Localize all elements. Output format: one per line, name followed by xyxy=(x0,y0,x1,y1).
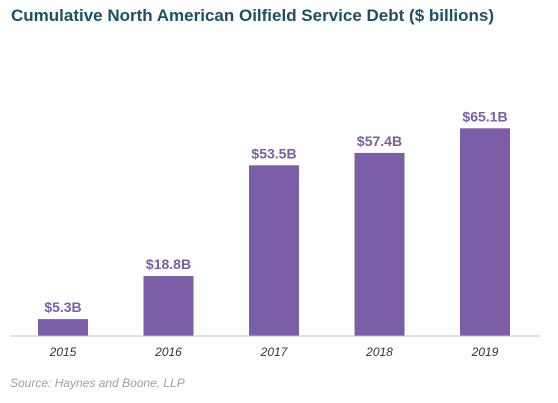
source-note: Source: Haynes and Boone, LLP xyxy=(10,376,185,390)
bar-2018 xyxy=(354,152,405,336)
data-label-2016: $18.8B xyxy=(146,256,191,272)
x-tick-label-2015: 2015 xyxy=(49,345,77,359)
x-tick-label-2019: 2019 xyxy=(471,345,499,359)
x-tick-label-2017: 2017 xyxy=(260,345,289,359)
bars-layer xyxy=(38,128,510,336)
chart-title: Cumulative North American Oilfield Servi… xyxy=(11,6,495,25)
data-label-2017: $53.5B xyxy=(251,145,296,161)
bar-2019 xyxy=(460,128,510,336)
bar-2016 xyxy=(143,276,194,336)
x-tick-label-2016: 2016 xyxy=(154,345,182,359)
bar-2017 xyxy=(249,165,299,336)
labels-layer: $5.3B 2015 $18.8B 2016 $53.5B 2017 $57.4B 2018 $… xyxy=(44,108,507,359)
x-tick-label-2018: 2018 xyxy=(365,345,393,359)
bar-2015 xyxy=(38,319,88,336)
data-label-2019: $65.1B xyxy=(462,108,507,124)
data-label-2018: $57.4B xyxy=(357,133,402,149)
data-label-2015: $5.3B xyxy=(44,299,81,315)
